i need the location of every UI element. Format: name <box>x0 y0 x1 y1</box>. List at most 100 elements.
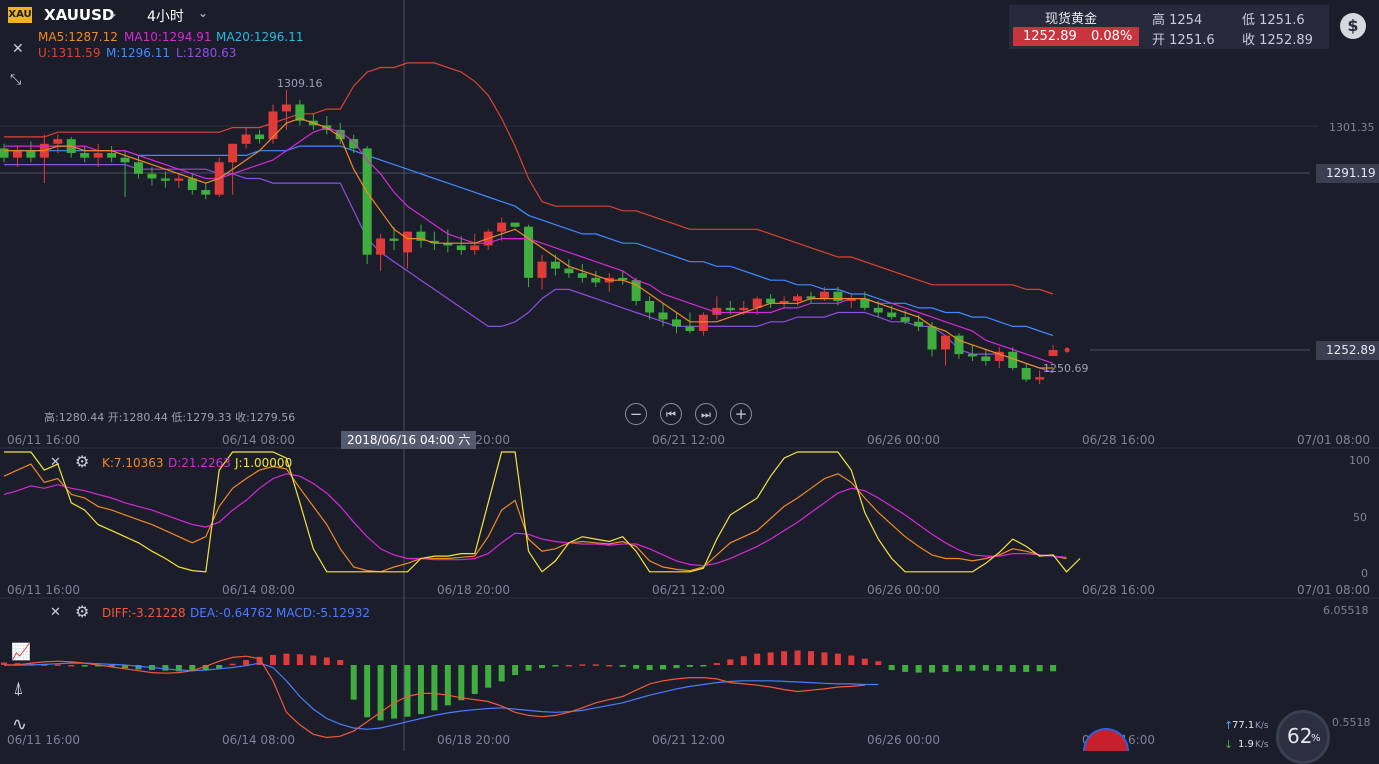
gear-icon[interactable]: ⚙ <box>75 602 90 621</box>
macd-dea-value: DEA:-0.64762 <box>190 606 273 620</box>
macd-bar <box>875 661 882 665</box>
x-tick: 06/28 16:00 <box>1082 583 1155 597</box>
quote-price-box: 1252.89 0.08% <box>1013 27 1139 46</box>
macd-bar <box>996 665 1003 672</box>
symbol-selector[interactable]: XAUUSD <box>44 6 115 24</box>
download-icon: ↓ <box>1224 738 1234 751</box>
candle-body <box>766 298 776 304</box>
candle-body <box>618 277 628 281</box>
macd-bar <box>216 665 223 669</box>
macd-bar <box>337 659 344 665</box>
candle-body <box>268 111 278 140</box>
close-icon[interactable]: ✕ <box>50 455 61 470</box>
x-tick: 06/21 12:00 <box>652 583 725 597</box>
kdj-d-line <box>3 473 1067 567</box>
current-price-tag: 1252.89 <box>1316 341 1379 360</box>
candle-body <box>187 178 197 191</box>
candle-body <box>389 238 399 241</box>
chevron-down-icon[interactable]: ⌄ <box>108 6 119 20</box>
candle-body <box>833 291 843 301</box>
crosshair-date-tag: 2018/06/16 04:00 六 <box>341 431 477 449</box>
candle-body <box>645 300 655 313</box>
wave-icon[interactable]: ∿ <box>12 714 28 735</box>
candle-body <box>725 307 735 311</box>
boll-mid-line <box>4 145 1054 337</box>
macd-bar <box>68 665 75 667</box>
x-tick: 06/14 08:00 <box>222 733 295 747</box>
macd-bar <box>982 665 989 671</box>
macd-bar <box>821 652 828 665</box>
macd-y-tick: 0.5518 <box>1332 716 1371 729</box>
dollar-icon[interactable]: $ <box>1340 13 1366 39</box>
zoom-out-button[interactable]: − <box>625 403 647 425</box>
candle-body <box>416 231 426 241</box>
quote-panel: 现货黄金 1252.89 0.08% 高 1254 开 1251.6 低 125… <box>1009 5 1329 49</box>
close-icon[interactable]: ✕ <box>12 41 24 57</box>
ma5-line <box>4 117 1054 369</box>
x-tick: 06/26 00:00 <box>867 433 940 447</box>
scroll-end-button[interactable]: ⏭ <box>695 403 717 425</box>
candle-body <box>887 312 897 318</box>
macd-bar <box>243 659 250 665</box>
candle-body <box>120 157 130 163</box>
macd-bar <box>270 654 276 665</box>
collapse-icon[interactable]: ⤡ <box>10 72 22 88</box>
macd-bar <box>781 651 788 665</box>
macd-bar <box>122 665 129 669</box>
candle-body <box>1021 367 1031 380</box>
macd-bar <box>485 665 492 688</box>
diff-line <box>4 655 865 739</box>
download-speed: 1.9 <box>1238 739 1254 750</box>
candle-body <box>147 173 157 179</box>
kdj-j-value: J:1.00000 <box>235 456 293 470</box>
macd-bar <box>740 656 747 665</box>
quote-name: 现货黄金 <box>1045 12 1098 27</box>
macd-bar <box>229 663 236 666</box>
candle-body <box>174 178 184 181</box>
macd-bar <box>861 658 868 665</box>
x-tick: 06/14 08:00 <box>222 433 295 447</box>
macd-bar <box>767 652 774 665</box>
candle-body <box>914 321 924 327</box>
macd-bar <box>364 665 371 718</box>
download-unit: K/s <box>1255 740 1269 750</box>
candle-body <box>846 298 856 301</box>
gear-icon[interactable]: ⚙ <box>75 452 90 471</box>
macd-bar <box>1 662 7 665</box>
candle-body <box>631 280 641 301</box>
candle-body <box>1035 377 1045 380</box>
period-selector[interactable]: 4小时 <box>147 9 184 25</box>
kdj-j-line <box>4 451 1081 573</box>
x-tick: 06/26 00:00 <box>867 733 940 747</box>
candle-body <box>860 298 870 308</box>
macd-bar <box>14 663 21 665</box>
candle-body <box>698 314 708 332</box>
chevron-down-icon[interactable]: ⌄ <box>198 6 209 20</box>
crosshair-price-tag: 1291.19 <box>1316 164 1379 183</box>
candle-body <box>255 134 265 140</box>
x-tick: 07/01 08:00 <box>1297 433 1370 447</box>
close-icon[interactable]: ✕ <box>50 605 61 620</box>
candle-body <box>752 298 762 308</box>
candle-body <box>1008 351 1018 368</box>
candle-body <box>134 162 143 174</box>
indicator-icon[interactable]: 📈 <box>11 642 31 661</box>
quote-high: 高 1254 <box>1152 13 1203 28</box>
drawing-tool-icon[interactable]: ⍋ <box>13 678 24 699</box>
ma10-value: MA10:1294.91 <box>124 30 212 44</box>
candle-body <box>779 300 789 304</box>
macd-bar <box>1009 665 1016 672</box>
macd-bar <box>525 665 532 671</box>
macd-bar <box>202 665 209 671</box>
macd-bar <box>458 665 465 701</box>
macd-bar <box>888 665 895 671</box>
candle-body <box>107 153 117 158</box>
macd-bar <box>700 665 707 667</box>
macd-bar <box>391 665 398 719</box>
scroll-start-button[interactable]: ⏮ <box>660 403 682 425</box>
zoom-in-button[interactable]: + <box>730 403 752 425</box>
candle-body <box>577 273 587 278</box>
candle-body <box>685 326 695 332</box>
x-tick: 06/26 00:00 <box>867 583 940 597</box>
